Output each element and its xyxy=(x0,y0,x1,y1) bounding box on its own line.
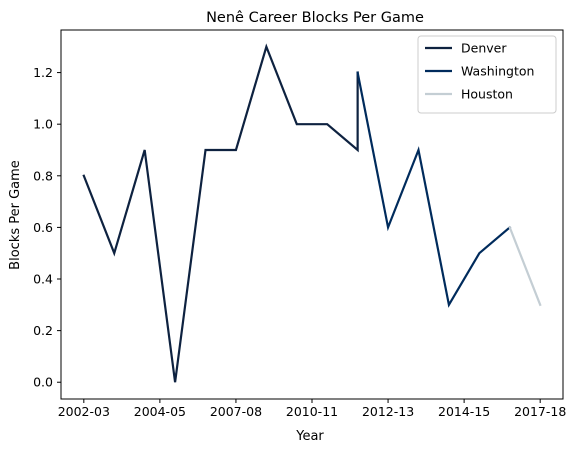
y-tick-label: 1.0 xyxy=(33,117,53,132)
x-tick-label: 2010-11 xyxy=(286,404,338,419)
y-tick-label: 0.6 xyxy=(33,220,53,235)
series-line-denver xyxy=(82,43,359,383)
y-axis: 0.0 0.2 0.4 0.6 0.8 1.0 1.2 xyxy=(33,65,61,390)
x-tick-label: 2004-05 xyxy=(134,404,186,419)
x-axis-label: Year xyxy=(295,429,324,444)
series-layer xyxy=(82,43,542,383)
series-line-washington xyxy=(356,71,512,308)
y-tick-label: 1.2 xyxy=(33,65,53,80)
x-tick-label: 2002-03 xyxy=(58,404,110,419)
legend-label-denver: Denver xyxy=(461,41,507,56)
y-axis-label: Blocks Per Game xyxy=(8,160,23,270)
legend-box xyxy=(417,35,557,114)
y-tick-label: 0.8 xyxy=(33,168,53,183)
legend: Denver Washington Houston xyxy=(417,35,557,114)
x-tick-label: 2007-08 xyxy=(210,404,262,419)
chart-title: Nenê Career Blocks Per Game xyxy=(206,10,424,26)
y-tick-label: 0.0 xyxy=(33,375,53,390)
legend-label-washington: Washington xyxy=(461,64,534,79)
legend-label-houston: Houston xyxy=(461,87,513,102)
x-tick-label: 2012-13 xyxy=(362,404,414,419)
x-tick-label: 2014-15 xyxy=(438,404,490,419)
y-tick-label: 0.2 xyxy=(33,323,53,338)
y-tick-label: 0.4 xyxy=(33,272,53,287)
x-axis: 2002-03 2004-05 2007-08 2010-11 2012-13 2014-… xyxy=(58,399,566,419)
series-line-houston xyxy=(508,225,542,307)
x-tick-label: 2017-18 xyxy=(514,404,566,419)
